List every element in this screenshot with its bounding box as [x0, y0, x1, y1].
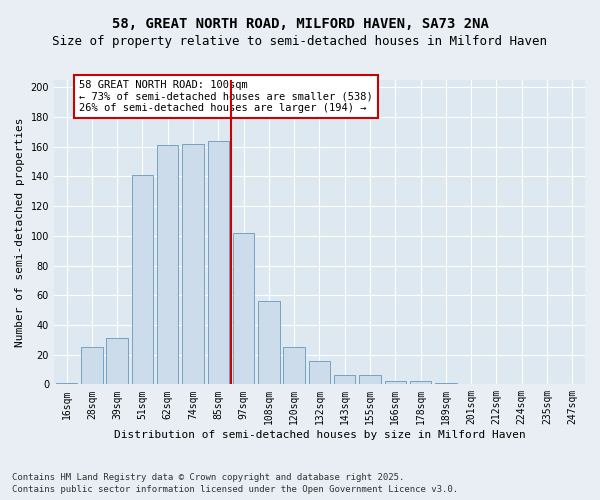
Text: 58 GREAT NORTH ROAD: 100sqm
← 73% of semi-detached houses are smaller (538)
26% : 58 GREAT NORTH ROAD: 100sqm ← 73% of sem… [79, 80, 373, 113]
Bar [106, 338, 128, 384]
X-axis label: Distribution of semi-detached houses by size in Milford Haven: Distribution of semi-detached houses by … [113, 430, 526, 440]
Bar [157, 146, 178, 384]
Bar [359, 376, 381, 384]
Text: Contains HM Land Registry data © Crown copyright and database right 2025.: Contains HM Land Registry data © Crown c… [12, 472, 404, 482]
Bar [435, 383, 457, 384]
Bar [410, 382, 431, 384]
Bar [258, 301, 280, 384]
Text: Size of property relative to semi-detached houses in Milford Haven: Size of property relative to semi-detach… [53, 35, 548, 48]
Bar [334, 376, 355, 384]
Bar [309, 360, 330, 384]
Bar [385, 382, 406, 384]
Bar [182, 144, 204, 384]
Bar [81, 347, 103, 385]
Bar [56, 383, 77, 384]
Bar [233, 233, 254, 384]
Text: 58, GREAT NORTH ROAD, MILFORD HAVEN, SA73 2NA: 58, GREAT NORTH ROAD, MILFORD HAVEN, SA7… [112, 18, 488, 32]
Bar [283, 347, 305, 385]
Y-axis label: Number of semi-detached properties: Number of semi-detached properties [15, 118, 25, 347]
Bar [208, 141, 229, 384]
Text: Contains public sector information licensed under the Open Government Licence v3: Contains public sector information licen… [12, 485, 458, 494]
Bar [131, 175, 153, 384]
